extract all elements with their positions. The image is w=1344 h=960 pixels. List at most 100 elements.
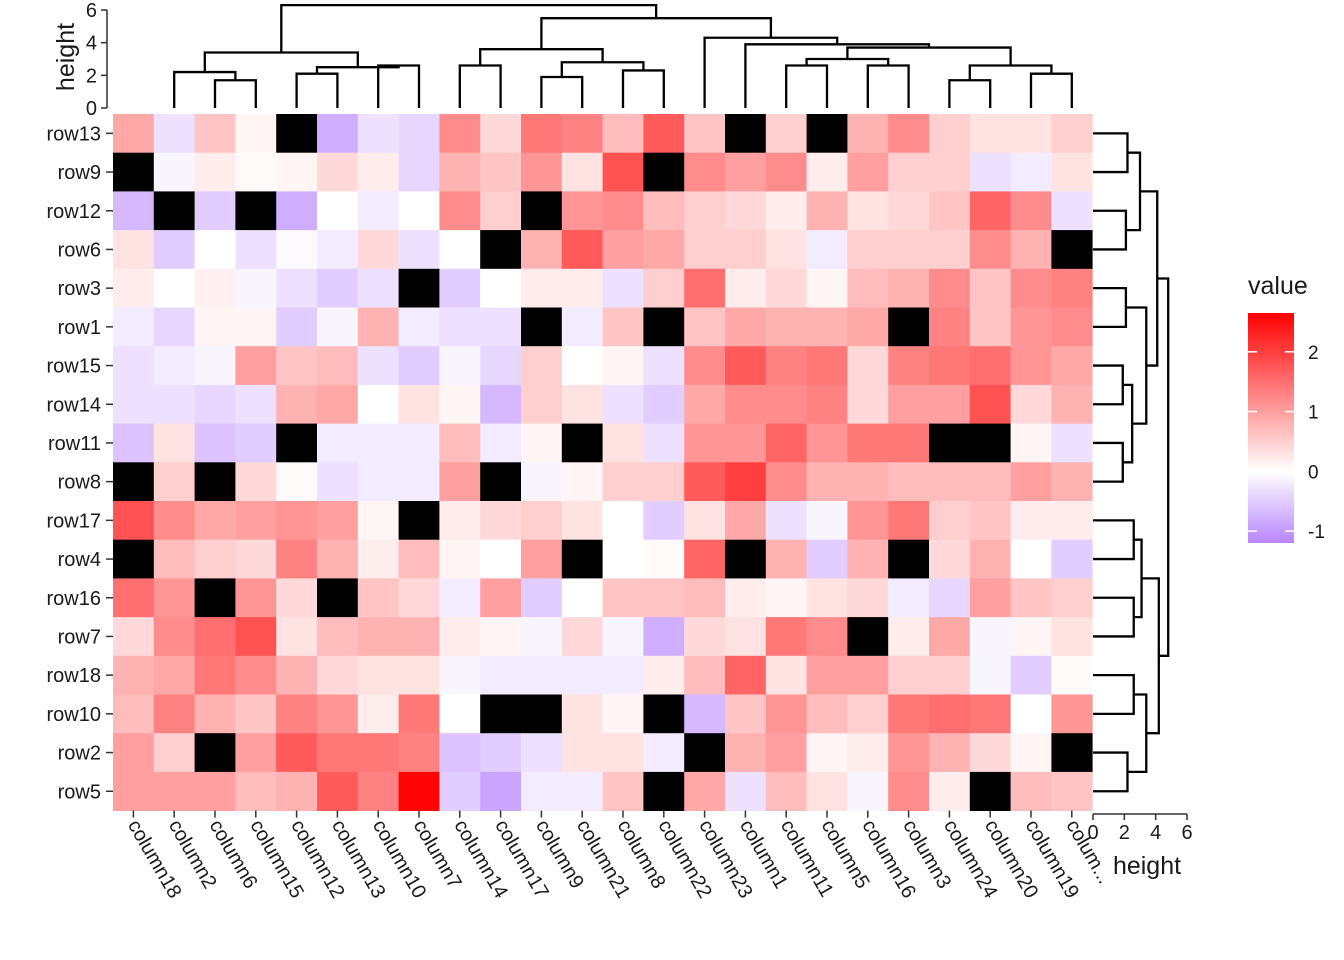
cell-row15-column8 [602,346,644,386]
cell-row18-column14 [439,655,481,695]
cell-row7-column17 [480,617,522,657]
cell-row6-column6 [194,230,236,270]
cell-row6-column3 [888,230,930,270]
cell-row3-column9 [521,268,563,308]
cell-row12-column12 [276,191,318,231]
cell-row4-column24 [929,539,971,579]
row-label: row6 [58,239,101,261]
cell-row12-column14 [439,191,481,231]
cell-row8-column7 [398,462,440,502]
cell-row9-column21 [561,152,603,192]
legend-colorbar [1248,313,1294,543]
cell-row14-column24 [929,384,971,424]
cell-row4-column23 [684,539,726,579]
cell-row9-column13 [317,152,359,192]
cell-row6-column8 [602,230,644,270]
cell-row16-column17 [480,578,522,618]
cell-row7-column22 [643,617,685,657]
cell-row16-column10 [357,578,399,618]
cell-row8-column17 [480,462,522,502]
cell-row7-column9 [521,617,563,657]
cell-row4-column1 [725,539,767,579]
cell-row3-column22 [643,268,685,308]
dendrogram-branch [1157,277,1170,657]
cell-row5-column3 [888,771,930,811]
cell-row15-column3 [888,346,930,386]
cell-row9-column24 [929,152,971,192]
dendrogram-branch [1093,132,1129,174]
cell-row10-column8 [602,694,644,734]
column-dendrogram [173,3,1073,108]
cell-row13-column24 [929,114,971,154]
cell-row13-column7 [398,114,440,154]
cell-row4-column12 [276,539,318,579]
cell-row10-column15 [235,694,277,734]
cell-row4-column10 [357,539,399,579]
cell-row13-column13 [317,114,359,154]
cell-row18-column5 [806,655,848,695]
cell-row1-column20 [969,307,1011,347]
cell-row17-column13 [317,501,359,541]
cell-row10-column5 [806,694,848,734]
cell-row7-column21 [561,617,603,657]
cell-row9-column5 [806,152,848,192]
cell-row17-column6 [194,501,236,541]
cell-row5-column11 [765,771,807,811]
dendrogram-branch [1093,287,1128,328]
dendrogram-branch [621,69,665,108]
cell-row15-column17 [480,346,522,386]
cell-row16-column21 [561,578,603,618]
cell-row1-column5 [806,307,848,347]
row-label: row13 [47,123,101,145]
cell-row5-column5 [806,771,848,811]
cell-row15-column13 [317,346,359,386]
cell-row1-column6 [194,307,236,347]
cell-row7-column23 [684,617,726,657]
cell-row4-column18 [113,539,155,579]
cell-row1-column10 [357,307,399,347]
cell-row11-column5 [806,423,848,463]
cell-row17-column14 [439,501,481,541]
cell-row9-column6 [194,152,236,192]
cell-row10-column24 [929,694,971,734]
axis-tick-label: 6 [86,0,97,22]
cell-row12-column21 [561,191,603,231]
cell-row3-column18 [113,268,155,308]
cell-row2-column7 [398,733,440,773]
cell-row9-column19 [1010,152,1052,192]
cell-row8-column14 [439,462,481,502]
dendrogram-branch [1093,596,1135,638]
cell-row12-column7 [398,191,440,231]
cell-row8-column16 [847,462,889,502]
cell-row1-column11 [765,307,807,347]
cell-row12-colum... [1051,191,1093,231]
cell-row11-column3 [888,423,930,463]
cell-row14-column10 [357,384,399,424]
cell-row9-column18 [113,152,155,192]
cell-row12-column16 [847,191,889,231]
cell-row1-column13 [317,307,359,347]
cell-row16-column20 [969,578,1011,618]
cell-row15-column1 [725,346,767,386]
cell-row3-colum... [1051,268,1093,308]
cell-row5-column14 [439,771,481,811]
cell-row8-column1 [725,462,767,502]
cell-row2-column10 [357,733,399,773]
cell-row3-column5 [806,268,848,308]
cell-row15-column23 [684,346,726,386]
cell-row6-column19 [1010,230,1052,270]
legend-label: 1 [1308,403,1319,424]
cell-row3-column20 [969,268,1011,308]
cell-row8-column19 [1010,462,1052,502]
cell-row15-column18 [113,346,155,386]
cell-row8-column12 [276,462,318,502]
dendrogram-branch [1093,674,1135,715]
dendrogram-branch [213,79,257,108]
cell-row16-column16 [847,578,889,618]
cell-row16-column23 [684,578,726,618]
cell-row5-column7 [398,771,440,811]
cell-row7-column7 [398,617,440,657]
cell-row17-column16 [847,501,889,541]
cell-row13-column3 [888,114,930,154]
cell-row7-column8 [602,617,644,657]
